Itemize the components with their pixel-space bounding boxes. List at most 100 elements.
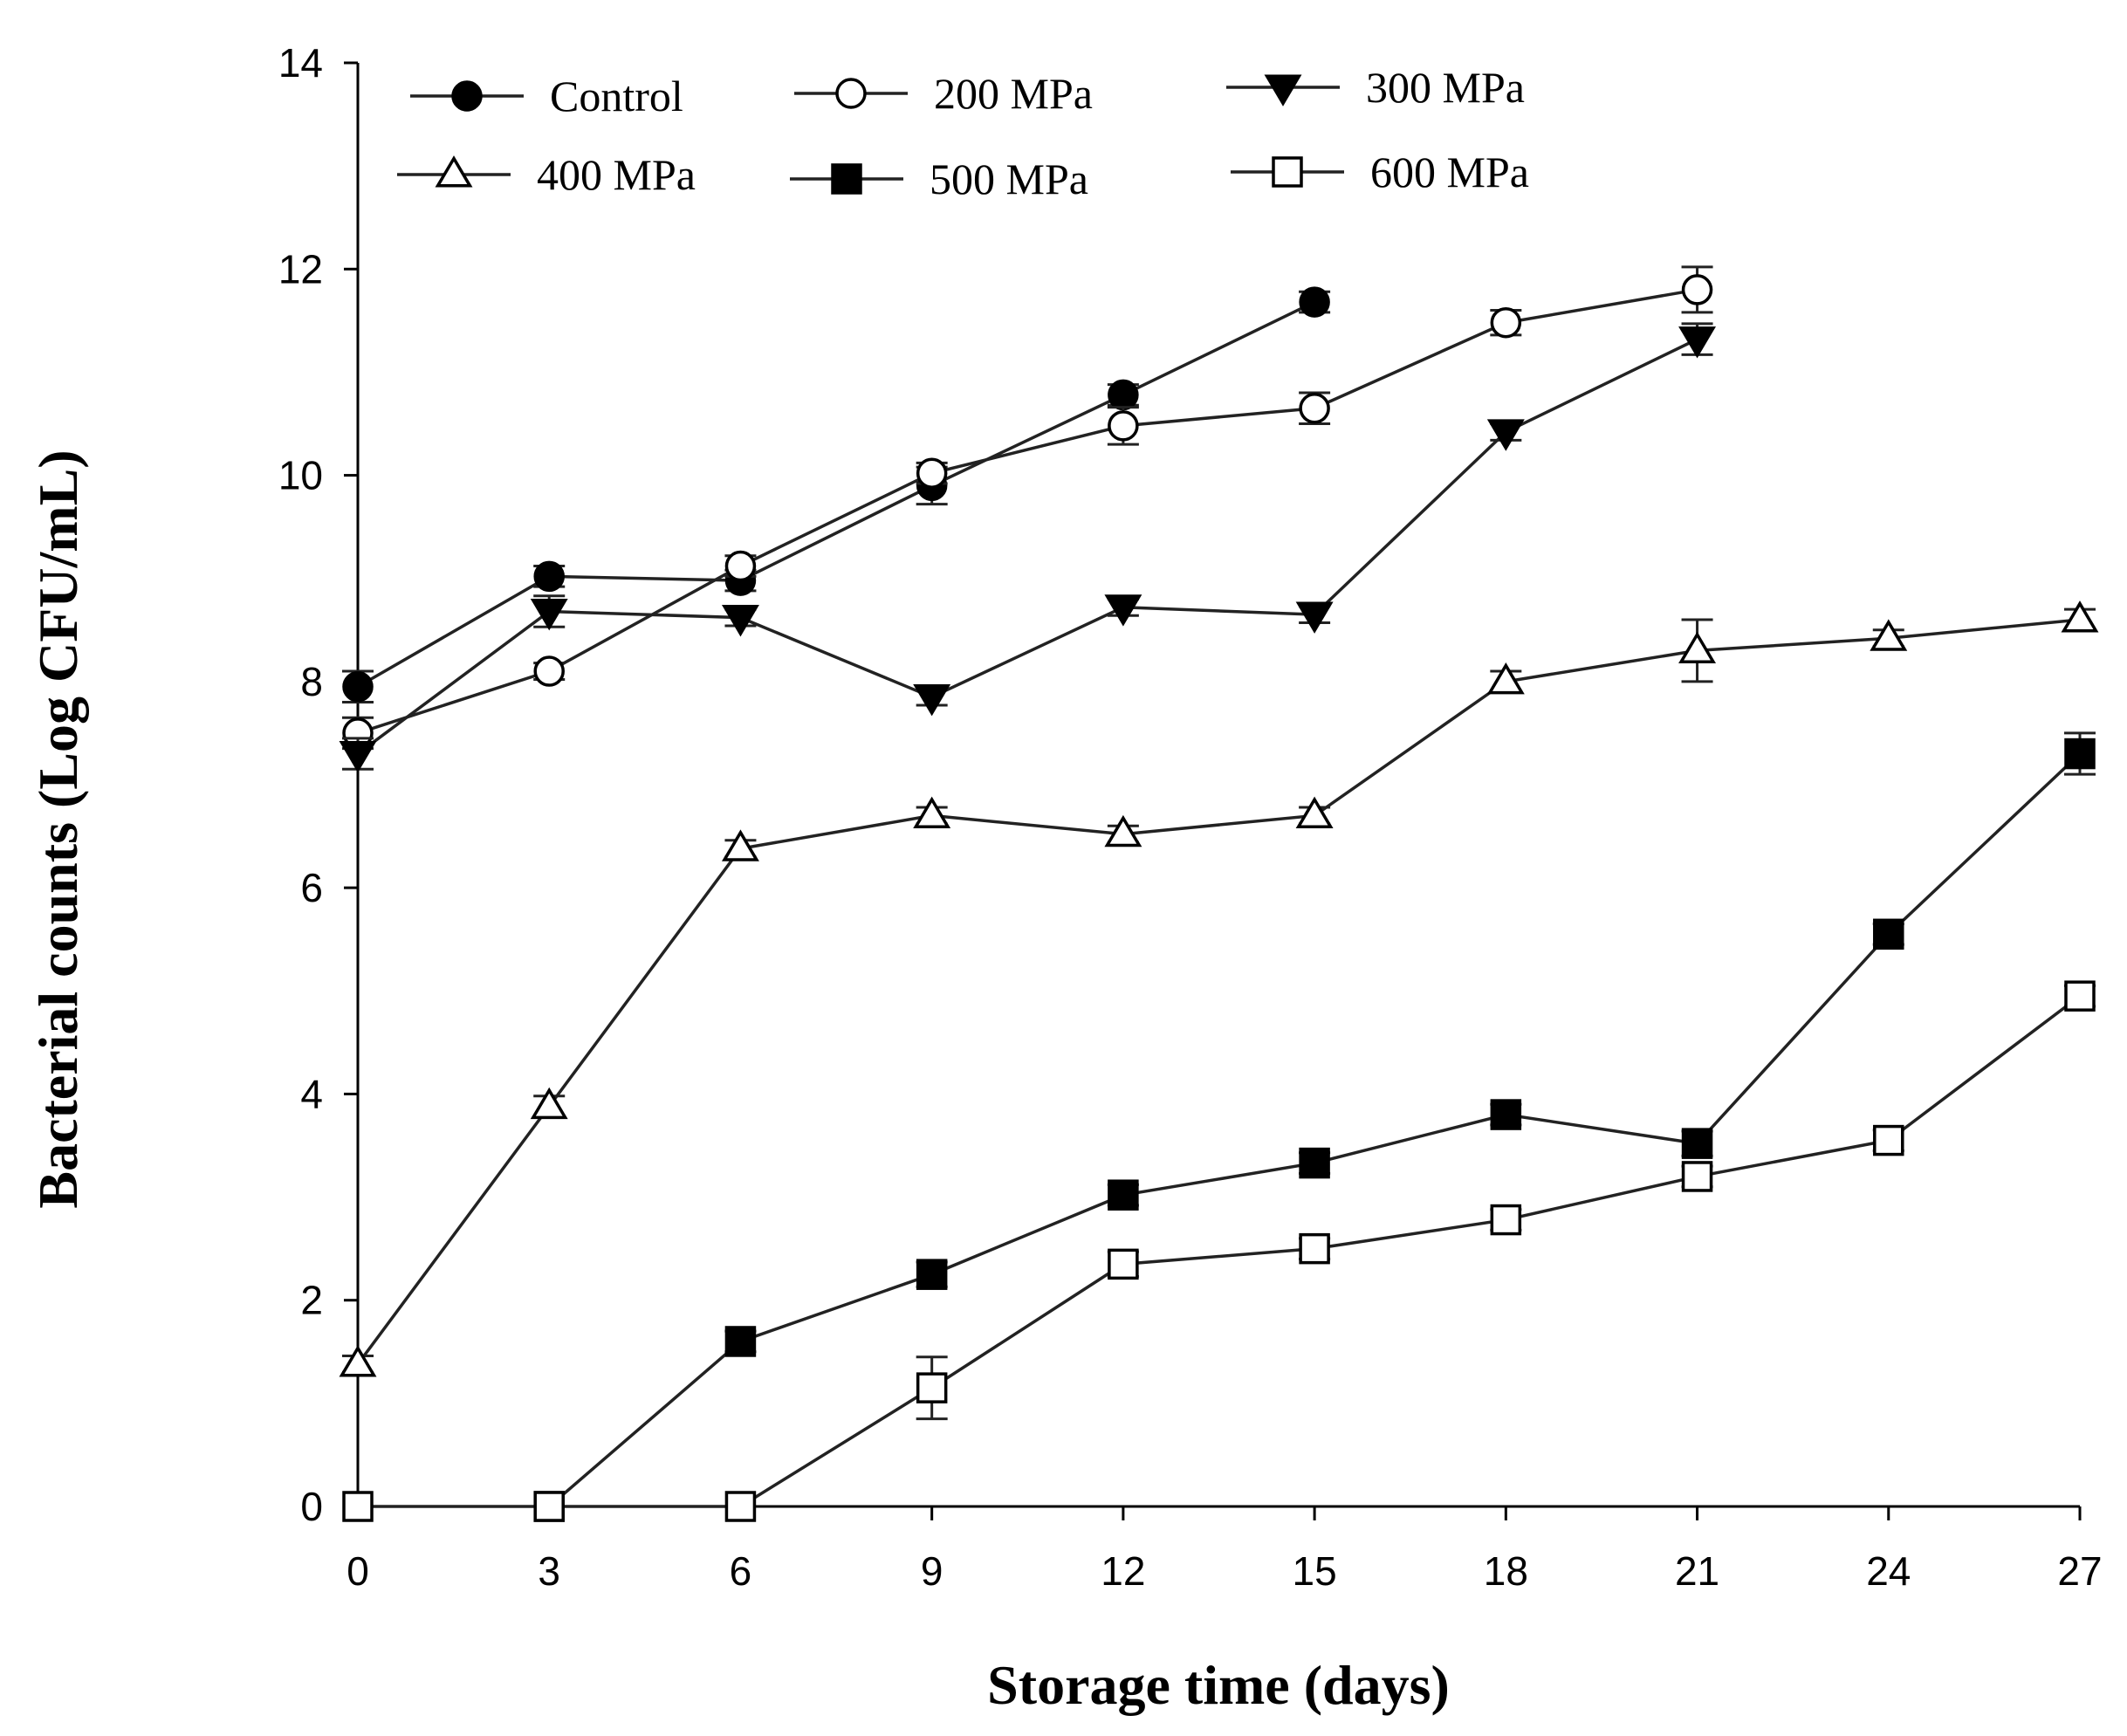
data-point bbox=[1678, 326, 1717, 359]
legend-label: 500 MPa bbox=[930, 154, 1088, 203]
y-tick-label: 14 bbox=[278, 40, 323, 86]
data-point bbox=[1299, 1232, 1330, 1265]
data-point bbox=[724, 1326, 757, 1357]
x-tick-label: 24 bbox=[1866, 1548, 1911, 1594]
data-point bbox=[1108, 379, 1139, 411]
x-tick-label: 0 bbox=[346, 1548, 369, 1594]
legend-item: Control bbox=[410, 72, 683, 120]
y-tick-label: 0 bbox=[300, 1484, 323, 1529]
data-point bbox=[1870, 619, 1908, 651]
x-tick-label: 15 bbox=[1293, 1548, 1337, 1594]
series-line bbox=[356, 618, 2081, 1366]
y-tick-label: 8 bbox=[300, 659, 323, 704]
legend-item: 500 MPa bbox=[790, 154, 1088, 203]
data-point bbox=[724, 550, 757, 582]
data-point bbox=[1108, 1248, 1139, 1280]
series-300-mpa bbox=[339, 322, 1717, 773]
data-point bbox=[916, 1259, 948, 1290]
data-point bbox=[913, 796, 951, 828]
legend-label: Control bbox=[550, 72, 683, 120]
series-line bbox=[357, 300, 1315, 689]
legend-label: 400 MPa bbox=[537, 150, 696, 199]
legend-item: 400 MPa bbox=[397, 150, 696, 199]
data-point bbox=[1681, 1161, 1713, 1192]
y-axis-title: Bacterial counts (Log CFU/mL) bbox=[27, 449, 89, 1208]
data-point bbox=[1104, 594, 1142, 627]
legend-label: 200 MPa bbox=[934, 69, 1093, 118]
x-tick-label: 12 bbox=[1101, 1548, 1145, 1594]
data-point bbox=[913, 684, 951, 717]
data-point bbox=[721, 605, 759, 637]
data-point bbox=[530, 1087, 568, 1120]
series-400-mpa bbox=[339, 600, 2099, 1377]
data-point bbox=[1295, 796, 1334, 828]
data-point bbox=[1678, 631, 1717, 663]
series-500-mpa bbox=[533, 731, 2096, 1522]
data-point bbox=[1295, 601, 1334, 634]
data-point bbox=[1681, 1128, 1713, 1159]
x-tick-label: 27 bbox=[2057, 1548, 2102, 1594]
data-point bbox=[2064, 738, 2096, 770]
data-point bbox=[1681, 274, 1713, 305]
data-point bbox=[533, 560, 565, 593]
x-tick-label: 6 bbox=[730, 1548, 752, 1594]
y-tick-label: 10 bbox=[278, 453, 323, 498]
series-600-mpa bbox=[342, 980, 2096, 1522]
series-200-mpa bbox=[342, 265, 1713, 751]
x-tick-label: 18 bbox=[1484, 1548, 1528, 1594]
legend-marker bbox=[435, 155, 473, 188]
y-tick-label: 4 bbox=[300, 1071, 323, 1116]
data-point bbox=[2061, 600, 2099, 633]
x-tick-label: 21 bbox=[1675, 1548, 1719, 1594]
legend-marker bbox=[831, 163, 862, 195]
series-line bbox=[358, 994, 2082, 1508]
legend-item: 300 MPa bbox=[1226, 63, 1525, 112]
axes bbox=[356, 63, 2080, 1508]
data-point bbox=[342, 671, 374, 703]
data-point bbox=[342, 1491, 374, 1522]
data-point bbox=[1873, 1124, 1904, 1156]
y-tick-label: 12 bbox=[278, 246, 323, 292]
data-point bbox=[533, 1491, 565, 1522]
data-point bbox=[1486, 662, 1525, 695]
data-point bbox=[2064, 980, 2096, 1012]
legend-label: 300 MPa bbox=[1366, 63, 1525, 112]
legend-marker bbox=[1272, 156, 1303, 188]
legend-marker bbox=[1264, 74, 1302, 106]
series-line bbox=[356, 338, 1698, 755]
series-line bbox=[548, 752, 2082, 1508]
data-point bbox=[916, 457, 948, 489]
data-point bbox=[1486, 419, 1525, 451]
data-point bbox=[339, 741, 377, 773]
y-tick-label: 2 bbox=[300, 1278, 323, 1323]
series-control bbox=[342, 286, 1331, 703]
data-point bbox=[1490, 306, 1522, 339]
data-point bbox=[1873, 918, 1904, 950]
x-tick-label: 9 bbox=[921, 1548, 943, 1594]
series-line bbox=[357, 288, 1698, 735]
legend-marker bbox=[451, 80, 483, 112]
data-point bbox=[1104, 814, 1142, 847]
data-point bbox=[1299, 393, 1330, 424]
legend-item: 600 MPa bbox=[1231, 148, 1529, 196]
legend-marker bbox=[835, 78, 867, 109]
data-point bbox=[916, 1372, 948, 1403]
series-layer bbox=[339, 265, 2099, 1522]
data-point bbox=[724, 1491, 757, 1522]
legend: Control 200 MPa 300 MPa 400 MPa 500 MPa 600 M… bbox=[397, 63, 1529, 203]
x-tick-label: 3 bbox=[538, 1548, 560, 1594]
data-point bbox=[339, 1345, 377, 1377]
data-point bbox=[721, 829, 759, 861]
data-point bbox=[530, 598, 568, 631]
legend-label: 600 MPa bbox=[1370, 148, 1529, 196]
data-point bbox=[1299, 1147, 1330, 1179]
legend-item: 200 MPa bbox=[794, 69, 1093, 118]
x-axis-title: Storage time (days) bbox=[987, 1654, 1450, 1716]
y-tick-label: 6 bbox=[300, 865, 323, 910]
data-point bbox=[1299, 286, 1330, 318]
data-point bbox=[1490, 1099, 1522, 1130]
data-point bbox=[1108, 1179, 1139, 1211]
data-point bbox=[1490, 1204, 1522, 1236]
